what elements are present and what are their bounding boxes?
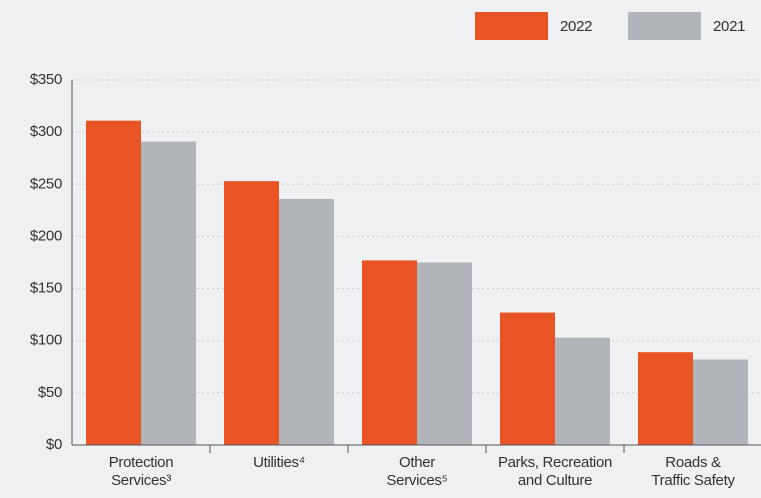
bar xyxy=(638,352,693,445)
x-tick-label: Parks, Recreation and Culture xyxy=(497,454,613,489)
x-tick-label: Protection Services³ xyxy=(108,454,174,489)
x-tick-label: Other Services⁵ xyxy=(386,454,448,489)
legend-label: 2022 xyxy=(560,18,592,35)
x-tick-label: Roads & Traffic Safety xyxy=(651,454,735,489)
bar xyxy=(279,198,334,445)
bar xyxy=(417,262,472,445)
bar xyxy=(555,337,610,445)
bar xyxy=(86,120,141,446)
x-tick-label: Utilities⁴ xyxy=(253,454,305,471)
legend-label: 2021 xyxy=(713,18,745,35)
y-tick-label: $0 xyxy=(46,436,62,453)
bar xyxy=(500,312,555,445)
legend-swatch xyxy=(475,12,548,40)
y-tick-label: $350 xyxy=(30,71,62,88)
legend-swatch xyxy=(628,12,701,40)
y-tick-label: $100 xyxy=(30,332,62,349)
y-tick-label: $300 xyxy=(30,123,62,140)
y-tick-label: $200 xyxy=(30,227,62,244)
y-tick-label: $150 xyxy=(30,280,62,297)
bar xyxy=(362,260,417,445)
y-tick-label: $50 xyxy=(38,384,62,401)
bar xyxy=(141,141,196,445)
bar xyxy=(693,359,748,445)
y-tick-label: $250 xyxy=(30,175,62,192)
bar xyxy=(224,181,279,445)
